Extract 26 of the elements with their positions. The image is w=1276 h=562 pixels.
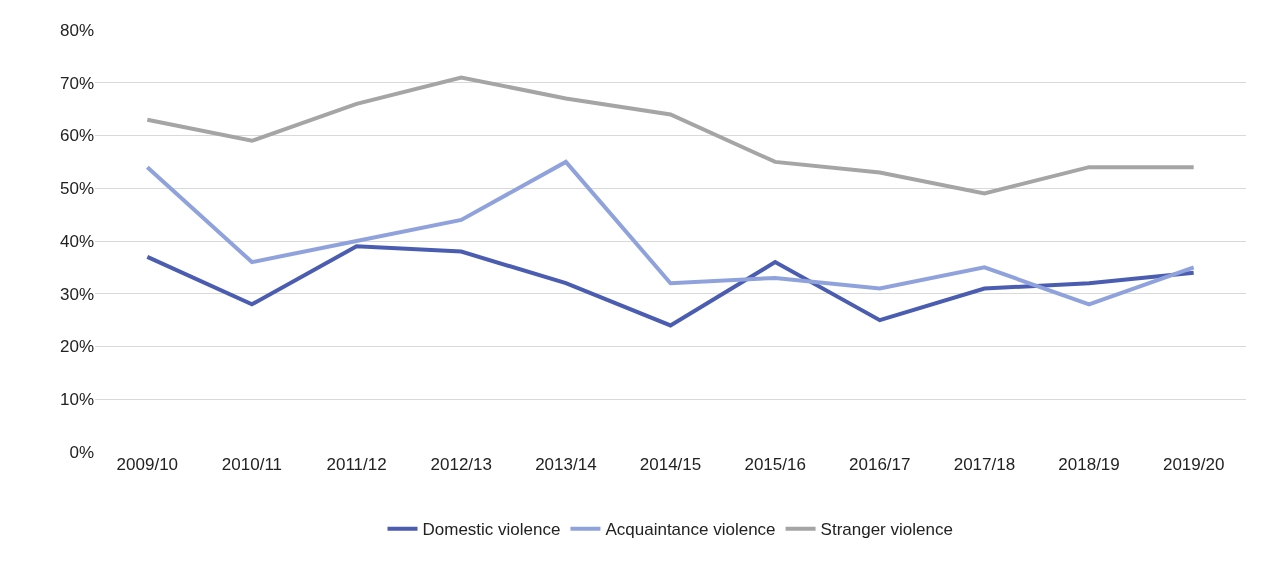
x-tick-label: 2014/15 [639, 455, 702, 474]
y-tick-label: 50% [59, 179, 94, 199]
x-tick-label: 2015/16 [744, 455, 806, 474]
x-tick-label: 2013/14 [535, 455, 597, 474]
legend-label: Acquaintance violence [605, 520, 776, 540]
line-series [145, 244, 1196, 328]
legend-label: Domestic violence [422, 520, 561, 540]
x-tick-label: 2010/11 [221, 455, 283, 474]
x-tick-label: 2019/20 [1162, 455, 1225, 474]
x-tick-label: 2009/10 [116, 455, 179, 474]
legend-label: Stranger violence [820, 520, 953, 540]
x-tick-label: 2012/13 [430, 455, 492, 474]
line-series [145, 159, 1196, 307]
y-tick-label: 10% [59, 390, 94, 410]
x-tick-label: 2011/12 [326, 455, 387, 474]
y-tick-label: 0% [69, 442, 94, 462]
y-tick-label: 40% [59, 231, 94, 251]
x-tick-label: 2017/18 [953, 455, 1016, 474]
y-tick-label: 70% [59, 73, 94, 93]
y-tick-label: 30% [59, 284, 94, 304]
x-tick-label: 2016/17 [849, 455, 911, 474]
line-series [145, 75, 1196, 196]
y-tick-label: 60% [59, 126, 94, 146]
y-tick-label: 20% [59, 337, 94, 357]
x-tick-label: 2018/19 [1058, 455, 1120, 474]
y-tick-label: 80% [59, 20, 94, 40]
